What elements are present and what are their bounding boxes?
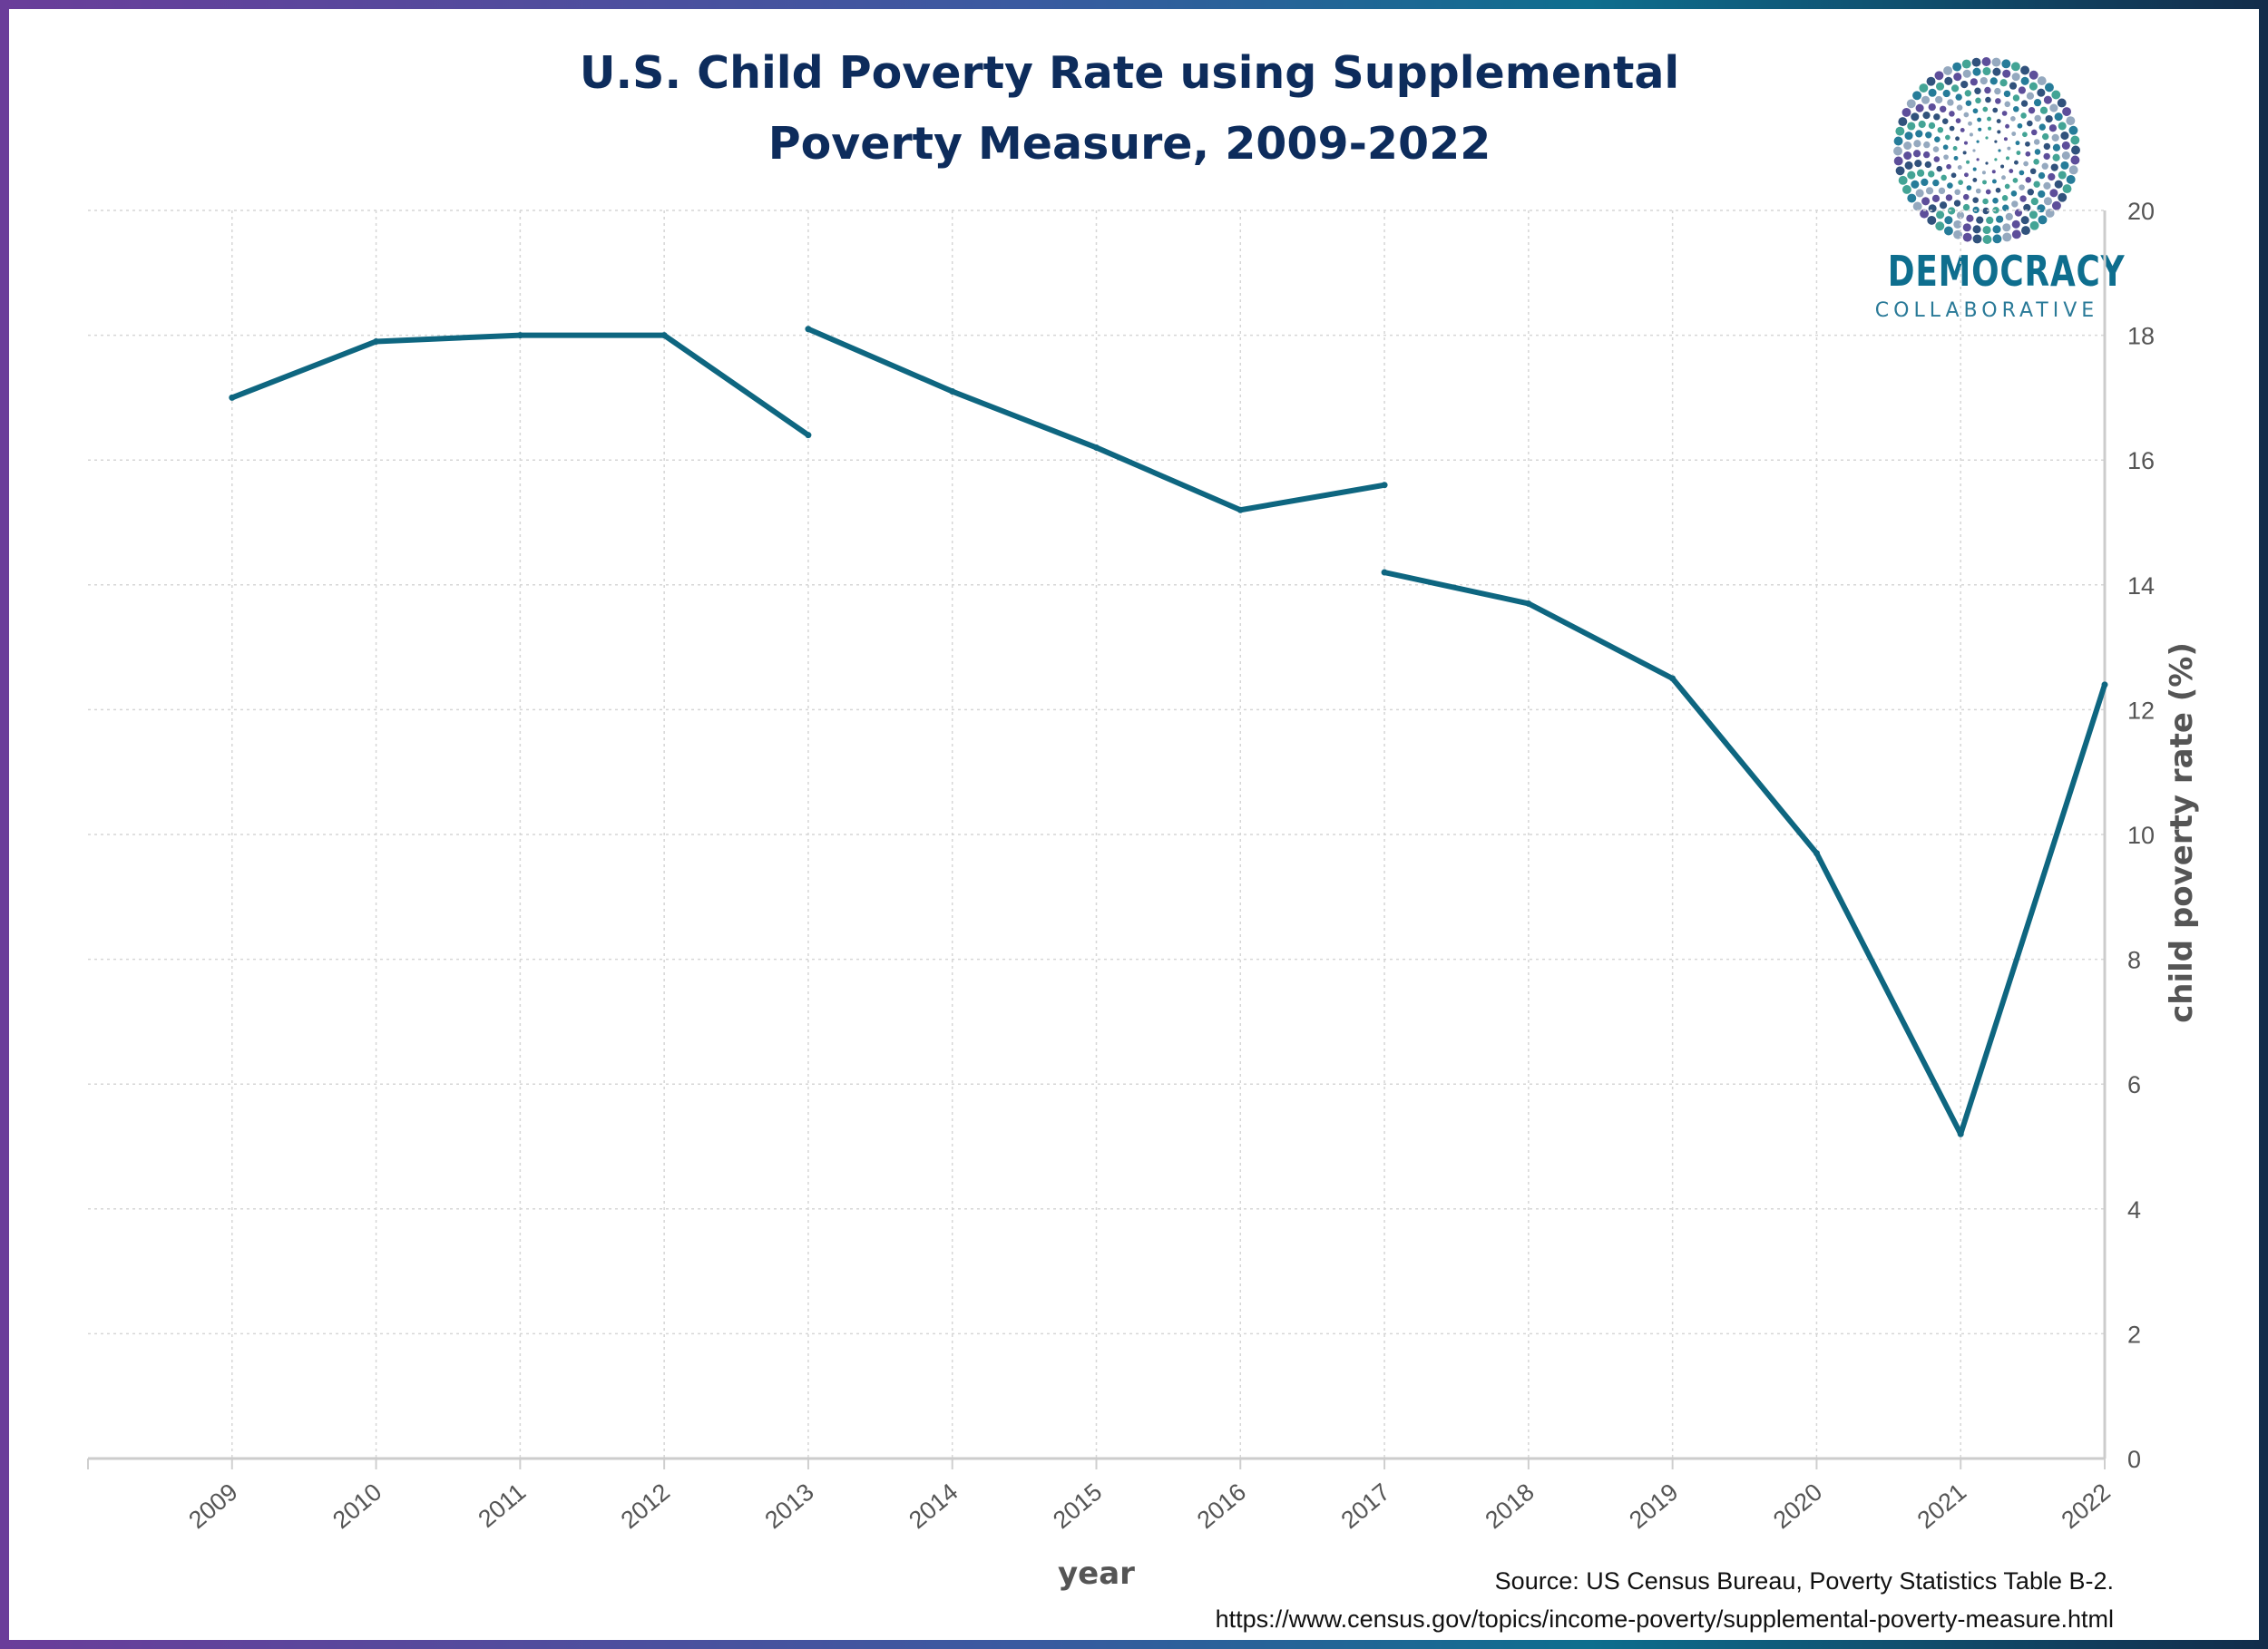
source-line: Source: US Census Bureau, Poverty Statis… bbox=[1494, 1567, 2114, 1595]
data-point bbox=[1669, 675, 1677, 682]
chart-title-line-1: U.S. Child Poverty Rate using Supplement… bbox=[579, 47, 1680, 99]
x-tick-label: 2011 bbox=[473, 1478, 531, 1533]
source-note: Source: US Census Bureau, Poverty Statis… bbox=[1216, 1562, 2114, 1638]
y-tick-label: 12 bbox=[2127, 697, 2155, 724]
x-tick-label: 2014 bbox=[904, 1478, 963, 1535]
y-tick-label: 20 bbox=[2127, 198, 2155, 225]
x-tick-label: 2022 bbox=[2057, 1478, 2116, 1535]
x-tick-label: 2018 bbox=[1480, 1478, 1539, 1535]
data-point bbox=[1957, 1130, 1964, 1137]
y-axis-label: child poverty rate (%) bbox=[2164, 642, 2200, 1023]
data-point bbox=[1093, 444, 1100, 451]
data-point bbox=[1237, 506, 1244, 513]
data-point bbox=[805, 432, 812, 439]
source-url: https://www.census.gov/topics/income-pov… bbox=[1215, 1605, 2114, 1633]
data-point bbox=[949, 388, 956, 395]
x-tick-label: 2009 bbox=[183, 1478, 242, 1535]
data-point bbox=[516, 332, 523, 339]
logo-subword: COLLABORATIVE bbox=[1874, 299, 2099, 322]
series-segment-line bbox=[805, 326, 1388, 513]
x-axis-label: year bbox=[1058, 1556, 1135, 1592]
y-tick-labels: 0 2 4 6 8 10 12 14 16 18 20 bbox=[2127, 198, 2155, 1473]
x-tick-label: 2019 bbox=[1624, 1478, 1683, 1535]
x-tick-label: 2015 bbox=[1048, 1478, 1107, 1535]
data-point bbox=[660, 332, 668, 339]
x-tick-label: 2016 bbox=[1192, 1478, 1251, 1535]
data-point bbox=[2101, 681, 2108, 688]
chart-title: U.S. Child Poverty Rate using Supplement… bbox=[381, 38, 1878, 180]
series-lines bbox=[229, 326, 2108, 1137]
data-point bbox=[1381, 482, 1388, 489]
y-tick-label: 16 bbox=[2127, 447, 2155, 474]
y-tick-label: 2 bbox=[2127, 1321, 2141, 1348]
democracy-collaborative-logo-icon bbox=[1893, 57, 2080, 244]
x-tick-label: 2010 bbox=[327, 1478, 386, 1535]
data-point bbox=[1813, 850, 1820, 857]
y-tick-label: 0 bbox=[2127, 1446, 2141, 1473]
logo-wordmark: DEMOCRACY bbox=[1887, 247, 2126, 296]
chart-title-line-2: Poverty Measure, 2009-2022 bbox=[767, 118, 1491, 170]
data-point bbox=[373, 337, 380, 345]
y-tick-label: 8 bbox=[2127, 947, 2141, 974]
x-tick-labels: 2009 2010 2011 2012 2013 2014 2015 2016 2017 2018… bbox=[183, 1478, 2116, 1535]
data-point bbox=[1381, 569, 1388, 576]
y-tick-label: 18 bbox=[2127, 323, 2155, 350]
y-tick-label: 6 bbox=[2127, 1071, 2141, 1098]
x-tick-label: 2013 bbox=[759, 1478, 818, 1535]
data-point bbox=[805, 326, 812, 333]
series-segment-line bbox=[1382, 570, 2107, 1137]
axes bbox=[87, 210, 2107, 1469]
x-tick-label: 2017 bbox=[1336, 1478, 1395, 1535]
y-tick-label: 4 bbox=[2127, 1196, 2141, 1224]
y-tick-label: 10 bbox=[2127, 822, 2155, 849]
grid-lines bbox=[88, 210, 2105, 1459]
data-point bbox=[1525, 600, 1532, 607]
y-tick-label: 14 bbox=[2127, 572, 2155, 600]
data-point bbox=[229, 394, 236, 401]
x-tick-label: 2020 bbox=[1768, 1478, 1827, 1535]
x-tick-label: 2021 bbox=[1912, 1478, 1971, 1535]
x-tick-label: 2012 bbox=[616, 1478, 675, 1535]
